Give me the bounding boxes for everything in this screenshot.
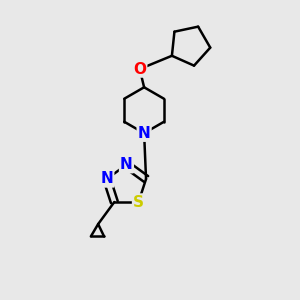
Text: O: O — [133, 61, 146, 76]
Text: N: N — [138, 126, 151, 141]
Text: N: N — [120, 157, 133, 172]
Text: S: S — [133, 194, 144, 209]
Text: N: N — [100, 172, 113, 187]
